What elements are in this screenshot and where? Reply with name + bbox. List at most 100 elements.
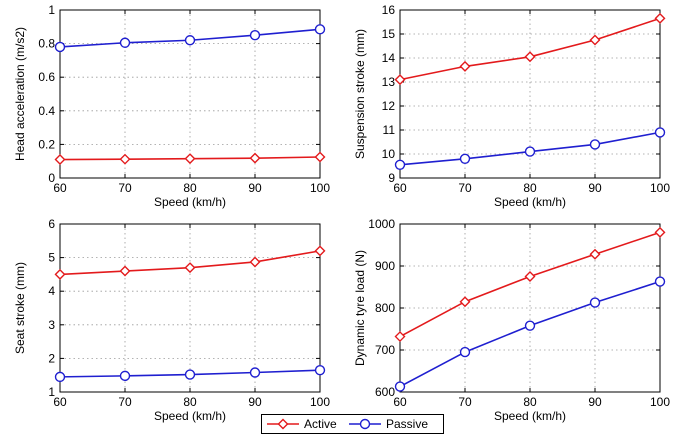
passive-line-circle-icon (349, 418, 381, 430)
x-tick-label: 80 (183, 181, 197, 195)
y-tick-label: 4 (48, 284, 55, 298)
y-tick-label: 0.2 (38, 137, 55, 151)
y-tick-label: 900 (375, 259, 395, 273)
legend-label-active: Active (304, 417, 337, 431)
y-tick-label: 12 (382, 99, 396, 113)
chart-panel-4: 60 70 80 90 100 600 700 800 900 1000 Speed (km/h) D… (353, 217, 670, 423)
y-tick-label: 14 (382, 51, 396, 65)
data-point-passive (54, 41, 66, 53)
data-point-active (654, 226, 666, 238)
data-point-passive (459, 153, 471, 165)
y-axis-label: Seat stroke (mm) (13, 262, 27, 354)
data-point-passive (589, 139, 601, 150)
y-tick-label: 1 (48, 385, 55, 399)
y-tick-label: 13 (382, 75, 396, 89)
x-tick-label: 80 (183, 395, 197, 409)
data-point-active (524, 51, 536, 63)
chart-panel-1: 60 70 80 90 100 0 0.2 0.4 0.6 0.8 1 Speed (km/h) Hea… (13, 3, 330, 209)
legend: Active Passive (261, 414, 444, 434)
data-point-active (589, 34, 601, 46)
x-tick-label: 70 (118, 395, 132, 409)
x-tick-label: 60 (393, 181, 407, 195)
y-tick-label: 700 (375, 343, 395, 357)
x-tick-label: 100 (310, 181, 330, 195)
data-point-active (119, 265, 131, 277)
data-point-passive (394, 159, 406, 171)
x-tick-label: 70 (458, 395, 472, 409)
data-point-active (459, 60, 471, 72)
data-point-passive (119, 370, 131, 382)
x-axis-label: Speed (km/h) (154, 195, 226, 209)
data-point-passive (314, 364, 326, 376)
data-point-active (184, 153, 196, 165)
y-tick-label: 15 (382, 27, 396, 41)
data-point-active (459, 296, 471, 308)
data-point-passive (459, 346, 471, 358)
y-tick-label: 1 (48, 3, 55, 17)
x-axis-label: Speed (km/h) (154, 409, 226, 423)
data-point-active (394, 74, 406, 86)
chart-panel-2: 60 70 80 90 100 9 10 11 12 13 14 15 16 Speed (km/h) Su… (353, 3, 670, 209)
y-axis-label: Suspension stroke (mm) (353, 29, 367, 159)
y-tick-label: 800 (375, 301, 395, 315)
data-point-passive (394, 381, 406, 392)
data-point-active (524, 271, 536, 282)
y-tick-label: 5 (48, 251, 55, 265)
x-tick-label: 100 (650, 181, 670, 195)
y-tick-label: 0.6 (38, 70, 55, 84)
x-axis-label: Speed (km/h) (494, 409, 566, 423)
x-tick-label: 80 (523, 181, 537, 195)
y-tick-label: 600 (375, 385, 395, 399)
x-tick-label: 90 (248, 395, 262, 409)
data-point-active (654, 12, 666, 24)
plot-area (59, 223, 321, 393)
data-point-passive (249, 30, 261, 41)
y-tick-label: 11 (383, 123, 396, 137)
y-axis-label: Dynamic tyre load (N) (353, 250, 367, 366)
legend-item-active: Active (266, 415, 337, 433)
y-tick-label: 0.8 (38, 37, 55, 51)
data-point-passive (654, 276, 666, 287)
x-tick-label: 60 (53, 181, 67, 195)
data-point-active (119, 153, 131, 165)
x-tick-label: 90 (588, 395, 602, 409)
y-tick-label: 0 (48, 171, 55, 185)
y-tick-label: 3 (48, 318, 55, 332)
x-tick-label: 80 (523, 395, 537, 409)
data-point-active (589, 248, 601, 260)
x-tick-label: 60 (393, 395, 407, 409)
y-axis-label: Head acceleration (m/s2) (13, 27, 27, 161)
data-point-active (249, 152, 261, 164)
y-tick-label: 1000 (368, 217, 395, 231)
data-point-passive (119, 37, 131, 48)
x-tick-label: 90 (588, 181, 602, 195)
data-point-passive (654, 127, 666, 138)
data-point-passive (54, 371, 66, 383)
data-point-active (394, 331, 406, 343)
data-point-passive (184, 35, 196, 46)
data-point-active (184, 262, 196, 274)
active-line-diamond-icon (267, 418, 299, 430)
x-tick-label: 70 (118, 181, 132, 195)
y-tick-label: 9 (388, 171, 395, 185)
data-point-passive (314, 24, 326, 35)
x-axis-label: Speed (km/h) (494, 195, 566, 209)
legend-label-passive: Passive (386, 417, 429, 431)
data-point-passive (589, 297, 601, 308)
data-point-active (314, 151, 326, 163)
y-tick-label: 0.4 (38, 104, 55, 118)
chart-panel-3: 60 70 80 90 100 1 2 3 4 5 6 Speed (km/h) Seat stroke… (13, 217, 330, 423)
x-tick-label: 100 (650, 395, 670, 409)
data-point-passive (524, 146, 536, 157)
x-tick-label: 90 (248, 181, 262, 195)
x-tick-label: 60 (53, 395, 67, 409)
x-tick-label: 100 (310, 395, 330, 409)
y-tick-label: 16 (382, 3, 396, 17)
data-point-active (314, 245, 326, 257)
data-point-passive (524, 320, 536, 331)
legend-item-passive: Passive (348, 415, 428, 433)
x-tick-label: 70 (458, 181, 472, 195)
data-point-passive (249, 367, 261, 378)
y-tick-label: 10 (382, 147, 396, 161)
